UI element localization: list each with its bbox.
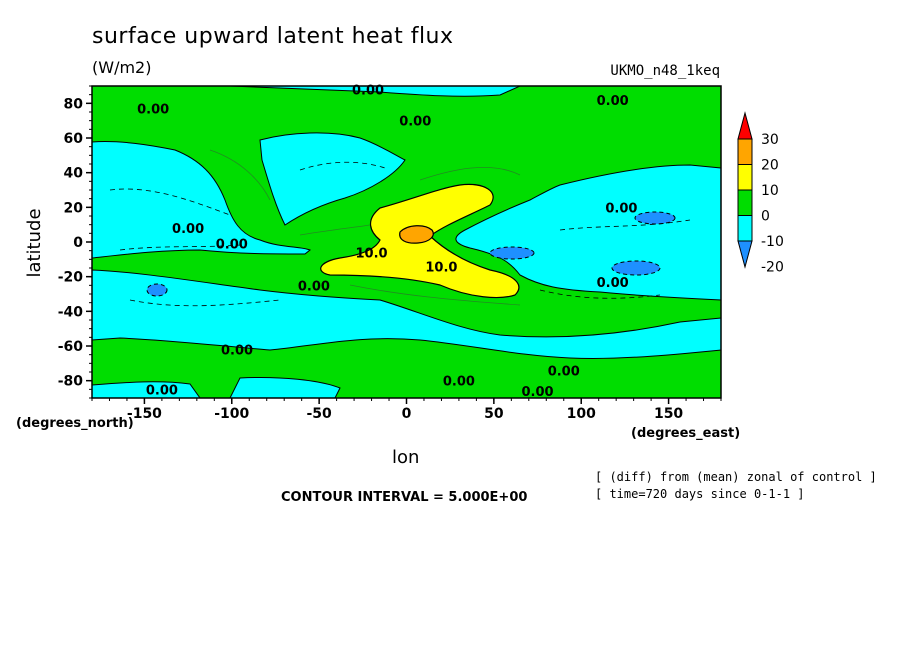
x-tick-label: 100 [567, 406, 596, 422]
y-tick-label: 60 [64, 131, 84, 147]
colorbar: 30 20 10 0 -10 -20 [737, 111, 784, 276]
y-tick-label: 0 [73, 235, 83, 251]
colorbar-segment [737, 164, 753, 191]
y-tick-label: -20 [58, 270, 84, 286]
colorbar-level-label: 30 [761, 132, 779, 148]
x-axis-label: lon [392, 447, 420, 468]
x-tick-label: 0 [402, 406, 412, 422]
contour-label: 0.00 [597, 94, 629, 109]
contour-label: 10.0 [425, 260, 457, 275]
blue-minimum-2 [489, 246, 535, 260]
y-tick-label: 80 [64, 96, 84, 112]
colorbar-level-label: -20 [761, 260, 784, 276]
colorbar-segment [737, 189, 753, 216]
colorbar-top-arrow [737, 111, 753, 140]
contour-label: 10.0 [356, 246, 388, 261]
contour-label: 0.00 [172, 222, 204, 237]
x-tick-label: -150 [127, 406, 162, 422]
contour-label: 0.00 [216, 238, 248, 253]
contour-label: 0.00 [597, 276, 629, 291]
colorbar-level-label: 10 [761, 183, 779, 199]
cyan-region-arctic [229, 86, 521, 97]
green-contours [209, 149, 521, 306]
contour-label: 0.00 [605, 201, 637, 216]
dashed-contours [109, 161, 691, 307]
blue-minimum-1 [146, 283, 168, 297]
contour-label: 0.00 [399, 115, 431, 130]
contour-interval-text: CONTOUR INTERVAL = 5.000E+00 [281, 490, 528, 505]
blue-minimum-4 [634, 211, 676, 225]
note-line-2: [ time=720 days since 0-1-1 ] [595, 487, 805, 501]
colorbar-level-label: 0 [761, 209, 770, 225]
contour-label: 0.00 [221, 343, 253, 358]
cyan-region-north-atlantic [259, 132, 406, 226]
y-tick-label: -80 [58, 374, 84, 390]
y-axis-units: (degrees_north) [16, 416, 134, 431]
x-tick-label: -50 [306, 406, 332, 422]
x-axis: -150 -100 -50 0 50 100 150 [91, 398, 722, 422]
contour-label: 0.00 [298, 279, 330, 294]
blue-minimum-3 [611, 260, 661, 276]
colorbar-segment [737, 138, 753, 165]
x-tick-label: 50 [484, 406, 504, 422]
blue-minima [146, 211, 676, 297]
dataset-label: UKMO_n48_1keq [610, 63, 720, 79]
y-tick-label: -40 [58, 304, 84, 320]
units-label: (W/m2) [92, 58, 152, 77]
cyan-region-antarctic [92, 376, 341, 398]
note-line-1: [ (diff) from (mean) zonal of control ] [595, 470, 877, 484]
orange-region-core [399, 225, 434, 244]
colorbar-segment [737, 215, 753, 242]
x-tick-label: 150 [654, 406, 683, 422]
y-axis: -80 -60 -40 -20 0 20 40 60 80 [58, 85, 92, 399]
y-tick-label: 20 [64, 200, 84, 216]
contour-label: 0.00 [137, 103, 169, 118]
contour-label: 0.00 [352, 83, 384, 98]
colorbar-level-label: 20 [761, 158, 779, 174]
contour-field [92, 86, 721, 398]
x-axis-units: (degrees_east) [631, 426, 741, 441]
chart-title: surface upward latent heat flux [92, 24, 454, 49]
y-tick-label: 40 [64, 166, 84, 182]
contour-labels: 0.00 0.00 0.00 0.00 0.00 0.00 10.0 10.0 0.00 0.00… [137, 83, 637, 400]
contour-label: 0.00 [146, 383, 178, 398]
colorbar-level-label: -10 [761, 234, 784, 250]
cyan-region-north-pacific [92, 141, 311, 259]
y-axis-label: latitude [24, 208, 45, 278]
contour-label: 0.00 [443, 375, 475, 390]
contour-label: 0.00 [548, 364, 580, 379]
y-tick-label: -60 [58, 339, 84, 355]
contour-label: 0.00 [522, 385, 554, 400]
colorbar-bottom-arrow [737, 240, 753, 269]
x-tick-label: -100 [214, 406, 249, 422]
